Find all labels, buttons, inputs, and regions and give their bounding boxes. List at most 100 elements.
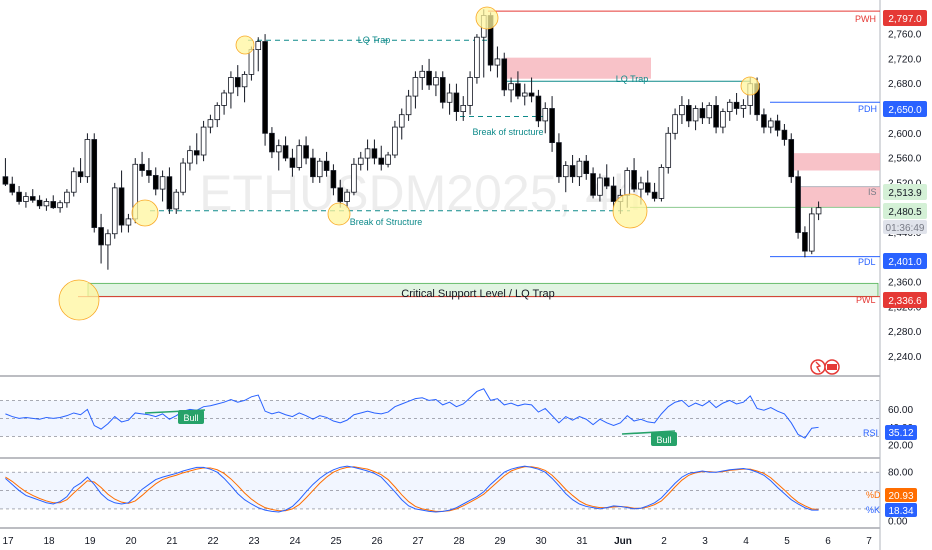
candle-down (535, 95, 542, 122)
time-tick-label: 17 (2, 536, 14, 547)
candle-down (583, 160, 590, 174)
candle-up (726, 101, 733, 113)
time-tick-label: 27 (412, 536, 424, 547)
highlight-circle-bos-right (612, 193, 648, 229)
svg-text:%K: %K (866, 505, 880, 515)
svg-text:35.12: 35.12 (888, 428, 913, 439)
candle-up (385, 154, 391, 165)
price-tag-is: 2,513.9 (883, 184, 927, 200)
candle-down (774, 120, 781, 131)
candle-up (43, 201, 50, 207)
pdh-label: PDH (858, 104, 877, 114)
candle-down (569, 165, 576, 178)
candle-up (221, 92, 227, 106)
candle-down (289, 157, 296, 168)
rsi-line (5, 388, 819, 439)
candle-down (556, 142, 562, 178)
stoch-tick-label: 0.00 (888, 517, 908, 528)
candle-down (761, 114, 767, 128)
candle-up (344, 191, 350, 202)
time-tick-label: 22 (207, 536, 219, 547)
candle-down (781, 129, 788, 140)
svg-text:%D: %D (866, 490, 881, 500)
candle-down (36, 199, 43, 207)
candle-down (166, 176, 173, 210)
candle-down (685, 105, 692, 122)
candle-up (576, 160, 583, 178)
candle-up (296, 145, 303, 168)
svg-text:2,797.0: 2,797.0 (888, 14, 922, 25)
price-tag-pwh: 2,797.0 (883, 10, 927, 26)
candle-up (692, 108, 699, 122)
candle-up (159, 176, 166, 190)
candle-down (651, 191, 658, 199)
candle-up (316, 160, 323, 178)
svg-text:2,480.5: 2,480.5 (888, 207, 922, 218)
candle-down (371, 148, 378, 159)
candle-up (200, 126, 207, 156)
candle-down (193, 150, 200, 156)
time-tick-label: 25 (330, 536, 342, 547)
candle-up (720, 111, 726, 128)
candle-down (282, 145, 289, 159)
candle-down (788, 139, 795, 178)
candle-down (118, 187, 125, 226)
candle-up (405, 95, 412, 116)
bull-divergence-2 (621, 430, 676, 435)
economic-events-icon[interactable] (810, 359, 840, 375)
candle-up (173, 191, 180, 210)
price-tick-label: 2,240.0 (888, 352, 922, 363)
break-of-structure-label-1: Break of structure (472, 127, 543, 137)
candle-up (433, 77, 439, 86)
candle-down (310, 157, 316, 178)
candle-up (419, 70, 426, 78)
time-tick-label: 20 (125, 536, 137, 547)
time-tick-label: 7 (866, 536, 872, 547)
rsi-layer (0, 388, 880, 439)
candle-down (713, 105, 719, 128)
candle-up (70, 171, 77, 193)
time-tick-label: 30 (535, 536, 547, 547)
candle-down (378, 157, 385, 165)
highlight-circle-low (58, 279, 100, 321)
candle-down (2, 176, 9, 185)
candle-up (672, 114, 678, 134)
time-tick-label: 6 (825, 536, 831, 547)
lines-layer (78, 10, 880, 298)
price-tag-pdh: 2,650.0 (883, 101, 927, 117)
price-tag-pdl: 2,401.0 (883, 253, 927, 269)
stoch-d-line (5, 466, 819, 512)
svg-text:2,513.9: 2,513.9 (888, 188, 922, 199)
candle-up (57, 202, 63, 209)
candle-up (180, 162, 186, 193)
time-tick-label: 26 (371, 536, 383, 547)
candle-up (214, 105, 221, 121)
candle-down (269, 132, 275, 153)
candle-down (234, 77, 241, 88)
candle-down (528, 92, 535, 97)
candle-up (64, 191, 70, 204)
candle-up (542, 108, 549, 122)
candle-down (146, 170, 152, 176)
highlight-circle-lq-trap-1 (235, 35, 255, 55)
candle-up (248, 49, 255, 75)
highlight-circle-bos-left (131, 199, 159, 227)
time-tick-label: 3 (702, 536, 708, 547)
circles-layer (58, 6, 760, 321)
candle-up (84, 139, 91, 178)
svg-text:2,401.0: 2,401.0 (888, 257, 922, 268)
candle-up (624, 170, 631, 196)
price-tick-label: 2,720.0 (888, 54, 922, 65)
candle-up (815, 207, 822, 215)
candle-down (453, 92, 460, 113)
svg-text:2,336.6: 2,336.6 (888, 296, 922, 307)
supply-zone-2 (792, 153, 880, 171)
stoch-k-value-tag: %K 18.34 (866, 503, 917, 517)
candle-down (802, 232, 808, 252)
rsi-value-tag: RSI 35.12 (863, 425, 917, 440)
candle-up (105, 233, 111, 246)
candle-down (549, 108, 555, 143)
pdl-label: PDL (858, 257, 876, 267)
